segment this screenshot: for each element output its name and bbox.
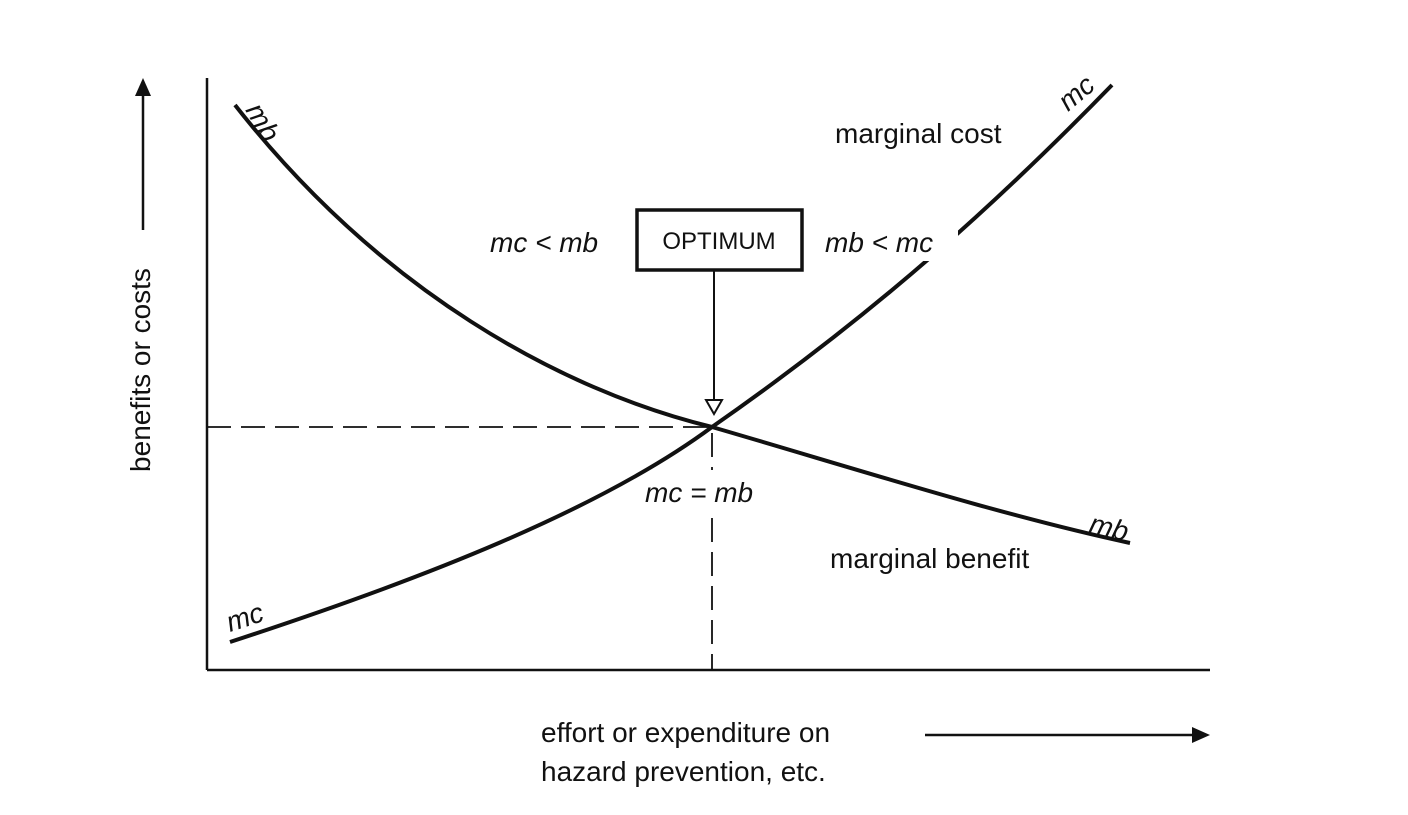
label-backdrop [820,225,958,261]
optimum-arrowhead [704,399,724,417]
marginal-cost-curve [229,83,1114,644]
y-axis-label: benefits or costs [125,268,156,472]
curve-name: marginal cost [835,118,1002,149]
optimum-label: OPTIMUM [662,228,775,255]
annotation: mc < mb [490,227,598,258]
x-axis-label-line: hazard prevention, etc. [541,756,826,787]
marginal-benefit-curve [233,103,1131,545]
y-label-arrowhead [135,78,151,96]
annotation: mb < mc [825,227,933,258]
x-label-arrowhead [1192,727,1210,743]
annotation: mc = mb [645,477,753,508]
optimum-box [635,208,804,272]
curve-name: marginal benefit [830,543,1029,574]
x-axis-label-line: effort or expenditure on [541,717,830,748]
